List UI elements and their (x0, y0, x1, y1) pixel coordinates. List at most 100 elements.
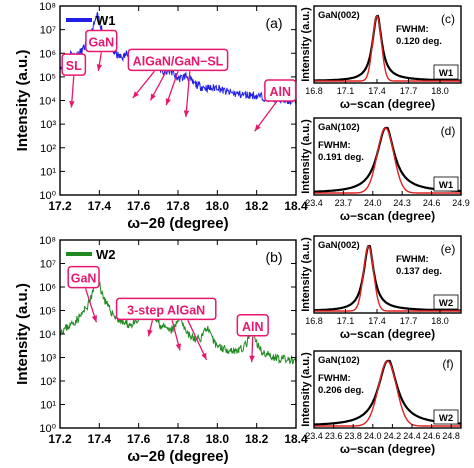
panel-f: 23.4 23.6 23.8 24.0 24.2 24.4 24.6 24.8 ω−scan (… (300, 350, 462, 456)
x-tick-label: 17.6 (127, 432, 151, 446)
annotation-box (67, 265, 100, 289)
fwhm-label: FWHM: (318, 373, 351, 384)
wafer-tag-box (433, 64, 459, 80)
x-axis-label: ω−scan (degree) (340, 209, 435, 223)
arrow-sl-2-head (150, 93, 156, 101)
fwhm-label: FWHM: (318, 140, 351, 151)
plot-frame (313, 235, 462, 314)
x-tick-label: 18.4 (284, 432, 308, 446)
y-tick-label: 10⁸ (39, 1, 56, 13)
x-tick-label: 23.4 (305, 431, 323, 441)
x-axis-label: ω−scan (degree) (340, 442, 435, 456)
x-tick-label: 18.2 (245, 199, 269, 213)
y-tick-label: 10¹ (40, 166, 56, 178)
fwhm-value: 0.137 deg. (396, 266, 442, 277)
annotation-box (61, 53, 87, 76)
annotation-box (236, 314, 269, 337)
x-tick-label: 17.1 (337, 316, 355, 326)
y-axis-label: Intensity (a.u.) (300, 352, 312, 427)
reflection-title: GaN(102) (318, 355, 360, 366)
fwhm-value: 0.206 deg. (318, 385, 364, 396)
fit-curve (314, 15, 461, 82)
y-tick-label: 10¹ (40, 400, 56, 412)
panel-a: 17.2 17.4 17.6 17.8 18.0 18.2 18.4 10⁰ 10¹ 10² 10³… (14, 1, 308, 232)
fit-curve (314, 360, 461, 427)
legend: W2 (66, 247, 116, 262)
x-tick-label: 24.4 (403, 431, 421, 441)
x-tick-label: 17.4 (368, 86, 386, 96)
y-tick-label: 10² (40, 376, 56, 388)
legend: W1 (66, 13, 116, 28)
arrow-sl-1-head (132, 91, 139, 99)
annotation-2: AlN (236, 314, 269, 337)
annotation-1: SL (61, 53, 87, 76)
arrow-algan-3-head (201, 352, 207, 360)
fit-curve (314, 127, 461, 194)
y-tick-label: 10⁸ (39, 235, 56, 247)
x-tick-label: 17.6 (127, 199, 151, 213)
panel-b: 17.2 17.4 17.6 17.8 18.0 18.2 18.4 10⁰ 10¹ 10² 10³… (14, 235, 308, 465)
legend-label: W1 (96, 13, 116, 28)
fwhm-label: FWHM: (396, 254, 429, 265)
x-tick-label: 24.0 (364, 431, 382, 441)
y-tick-label: 10⁶ (39, 282, 56, 294)
x-tick-label: 18.0 (431, 316, 449, 326)
arrow-gan-head (91, 315, 98, 323)
annotation-text: GaN (71, 272, 97, 286)
wafer-tag-label: W1 (439, 68, 454, 79)
annotation-text: AlGaN/GaN−SL (133, 54, 224, 68)
fwhm-value: 0.120 deg. (396, 36, 442, 47)
fwhm-label: FWHM: (396, 24, 429, 35)
x-tick-label: 17.7 (400, 316, 418, 326)
plot-frame (313, 117, 462, 196)
y-tick-label: 10⁰ (39, 423, 56, 435)
annotation-text: AlN (270, 85, 292, 99)
x-axis-label: ω−2θ (degree) (127, 215, 228, 232)
annotation-text: GaN (88, 35, 114, 49)
wafer-tag-box (433, 176, 459, 192)
arrow-algan-3 (187, 320, 208, 361)
annotation-0: GaN (67, 265, 100, 289)
panel-label: (f) (442, 357, 453, 371)
arrow-algan-2-head (175, 343, 181, 351)
panel-e: 16.8 17.1 17.4 17.7 18.0ω−scan (degree) Inten… (300, 235, 462, 341)
x-tick-label: 18.0 (206, 199, 230, 213)
wafer-tag: W1 (433, 64, 459, 80)
annotation-text: SL (66, 59, 82, 73)
arrow-gan-head (96, 64, 103, 71)
y-axis-label: Intensity (a.u.) (300, 119, 312, 194)
x-tick-label: 17.4 (88, 199, 112, 213)
annotation-1: 3-step AlGaN (115, 297, 217, 321)
y-tick-label: 10⁵ (39, 72, 56, 84)
x-tick-label: 24.2 (384, 431, 402, 441)
wafer-tag-box (433, 409, 459, 425)
x-tick-label: 17.8 (166, 199, 190, 213)
x-tick-label: 17.4 (368, 316, 386, 326)
x-tick-label: 24.6 (423, 431, 441, 441)
y-tick-label: 10⁷ (40, 259, 56, 271)
x-tick-label: 24.6 (423, 198, 441, 208)
wafer-tag-label: W2 (439, 298, 453, 309)
y-tick-label: 10⁰ (39, 190, 56, 202)
x-axis-label: ω−2θ (degree) (127, 448, 228, 465)
annotation-box (115, 297, 217, 321)
wafer-tag: W2 (433, 294, 459, 310)
x-axis-label: ω−scan (degree) (340, 97, 435, 111)
fwhm-value: 0.191 deg. (318, 152, 364, 163)
x-tick-label: 24.3 (393, 198, 411, 208)
x-tick-label: 17.2 (48, 432, 72, 446)
y-tick-label: 10³ (40, 353, 56, 365)
annotation-box (85, 29, 118, 53)
wafer-tag-label: W1 (439, 180, 454, 191)
panel-label: (c) (441, 12, 455, 26)
annotation-text: AlN (242, 320, 264, 334)
x-tick-label: 24.9 (452, 198, 470, 208)
x-tick-label: 18.4 (284, 199, 308, 213)
panel-c: 16.8 17.1 17.4 17.7 18.0ω−scan (degree) Inten… (300, 5, 462, 111)
wafer-tag-label: W2 (439, 413, 453, 424)
y-axis-label: Intensity (a.u.) (300, 7, 312, 82)
x-tick-label: 24.8 (442, 431, 460, 441)
x-axis-label: ω−scan (degree) (340, 327, 435, 341)
wafer-tag: W1 (433, 176, 459, 192)
wafer-tag: W2 (433, 409, 459, 425)
